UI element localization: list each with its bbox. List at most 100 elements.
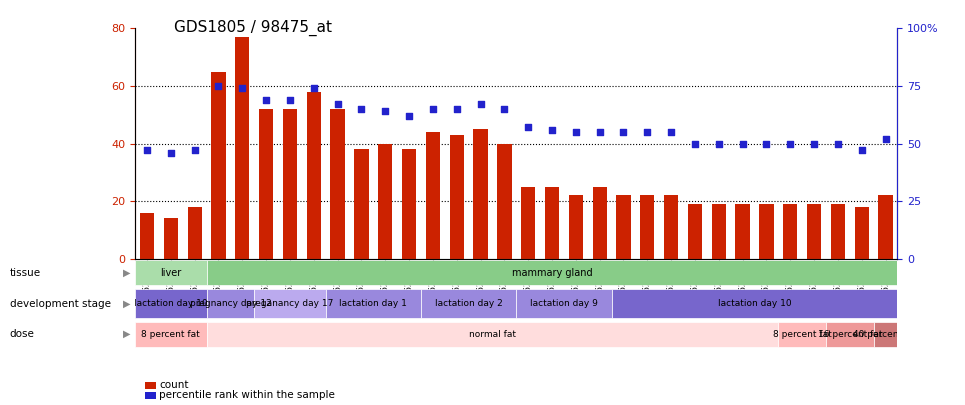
Bar (259, 109, 273, 259)
Point (210, 83, 226, 89)
Point (568, 129, 584, 135)
FancyBboxPatch shape (516, 288, 612, 318)
Point (449, 106, 464, 112)
Bar (401, 149, 416, 259)
FancyBboxPatch shape (207, 260, 897, 286)
Bar (497, 143, 511, 259)
Text: lactation day 10: lactation day 10 (718, 299, 791, 308)
FancyBboxPatch shape (826, 322, 873, 347)
Point (854, 147, 869, 153)
Text: ▶: ▶ (123, 298, 130, 309)
Point (377, 108, 393, 115)
Text: tissue: tissue (10, 268, 41, 278)
FancyBboxPatch shape (873, 322, 897, 347)
Point (426, 106, 441, 112)
Bar (783, 204, 797, 259)
Point (330, 101, 345, 108)
Bar (568, 195, 583, 259)
Point (616, 129, 631, 135)
Point (473, 101, 488, 108)
Bar (164, 218, 178, 259)
Point (234, 85, 250, 92)
Point (878, 136, 894, 142)
Bar (307, 92, 321, 259)
Point (663, 129, 678, 135)
Bar (640, 195, 654, 259)
Text: dose: dose (10, 329, 35, 339)
FancyBboxPatch shape (254, 288, 325, 318)
Text: 16 percent fat: 16 percent fat (817, 330, 882, 339)
Text: ▶: ▶ (123, 329, 130, 339)
Text: percentile rank within the sample: percentile rank within the sample (159, 390, 335, 400)
Bar (235, 37, 249, 259)
Bar (759, 204, 774, 259)
Bar (831, 204, 845, 259)
Bar (378, 143, 393, 259)
Point (187, 147, 203, 153)
Bar (545, 187, 559, 259)
Text: lactation day 2: lactation day 2 (435, 299, 503, 308)
Point (711, 140, 727, 147)
Point (830, 140, 845, 147)
Bar (855, 207, 868, 259)
Text: development stage: development stage (10, 298, 111, 309)
Bar (711, 204, 726, 259)
Point (520, 124, 536, 131)
Text: pregnancy day 12: pregnancy day 12 (189, 299, 271, 308)
FancyBboxPatch shape (135, 322, 207, 347)
Bar (450, 135, 464, 259)
Text: preganancy day 17: preganancy day 17 (246, 299, 334, 308)
Bar (521, 187, 536, 259)
Bar (426, 132, 440, 259)
FancyBboxPatch shape (612, 288, 897, 318)
Point (807, 140, 822, 147)
Bar (735, 204, 750, 259)
Bar (283, 109, 297, 259)
Bar (330, 109, 345, 259)
Bar (878, 195, 893, 259)
Text: liver: liver (160, 268, 181, 278)
Bar (140, 213, 154, 259)
Point (544, 126, 560, 133)
Text: GDS1805 / 98475_at: GDS1805 / 98475_at (174, 20, 332, 36)
FancyBboxPatch shape (207, 288, 254, 318)
Point (282, 96, 297, 103)
Text: count: count (159, 380, 189, 390)
FancyBboxPatch shape (207, 322, 779, 347)
Text: 40 percent fat: 40 percent fat (853, 330, 918, 339)
Bar (688, 204, 703, 259)
FancyBboxPatch shape (135, 288, 207, 318)
Point (401, 113, 417, 119)
Point (735, 140, 751, 147)
Point (163, 149, 179, 156)
Text: ▶: ▶ (123, 268, 130, 278)
Point (592, 129, 607, 135)
Bar (474, 129, 487, 259)
FancyBboxPatch shape (135, 260, 207, 286)
Text: lactation day 1: lactation day 1 (340, 299, 407, 308)
Bar (211, 72, 226, 259)
FancyBboxPatch shape (779, 322, 826, 347)
Text: lactation day 10: lactation day 10 (134, 299, 207, 308)
Text: lactation day 9: lactation day 9 (530, 299, 598, 308)
Point (640, 129, 655, 135)
Bar (617, 195, 631, 259)
Text: mammary gland: mammary gland (511, 268, 593, 278)
Point (758, 140, 774, 147)
Bar (187, 207, 202, 259)
Text: normal fat: normal fat (469, 330, 516, 339)
FancyBboxPatch shape (325, 288, 421, 318)
Point (783, 140, 798, 147)
Point (259, 96, 274, 103)
Point (354, 106, 370, 112)
Bar (664, 195, 678, 259)
Text: 8 percent fat: 8 percent fat (142, 330, 200, 339)
FancyBboxPatch shape (421, 288, 516, 318)
Bar (593, 187, 607, 259)
Point (139, 147, 154, 153)
Point (687, 140, 703, 147)
Point (497, 106, 512, 112)
Bar (807, 204, 821, 259)
Point (306, 85, 321, 92)
Text: 8 percent fat: 8 percent fat (773, 330, 832, 339)
